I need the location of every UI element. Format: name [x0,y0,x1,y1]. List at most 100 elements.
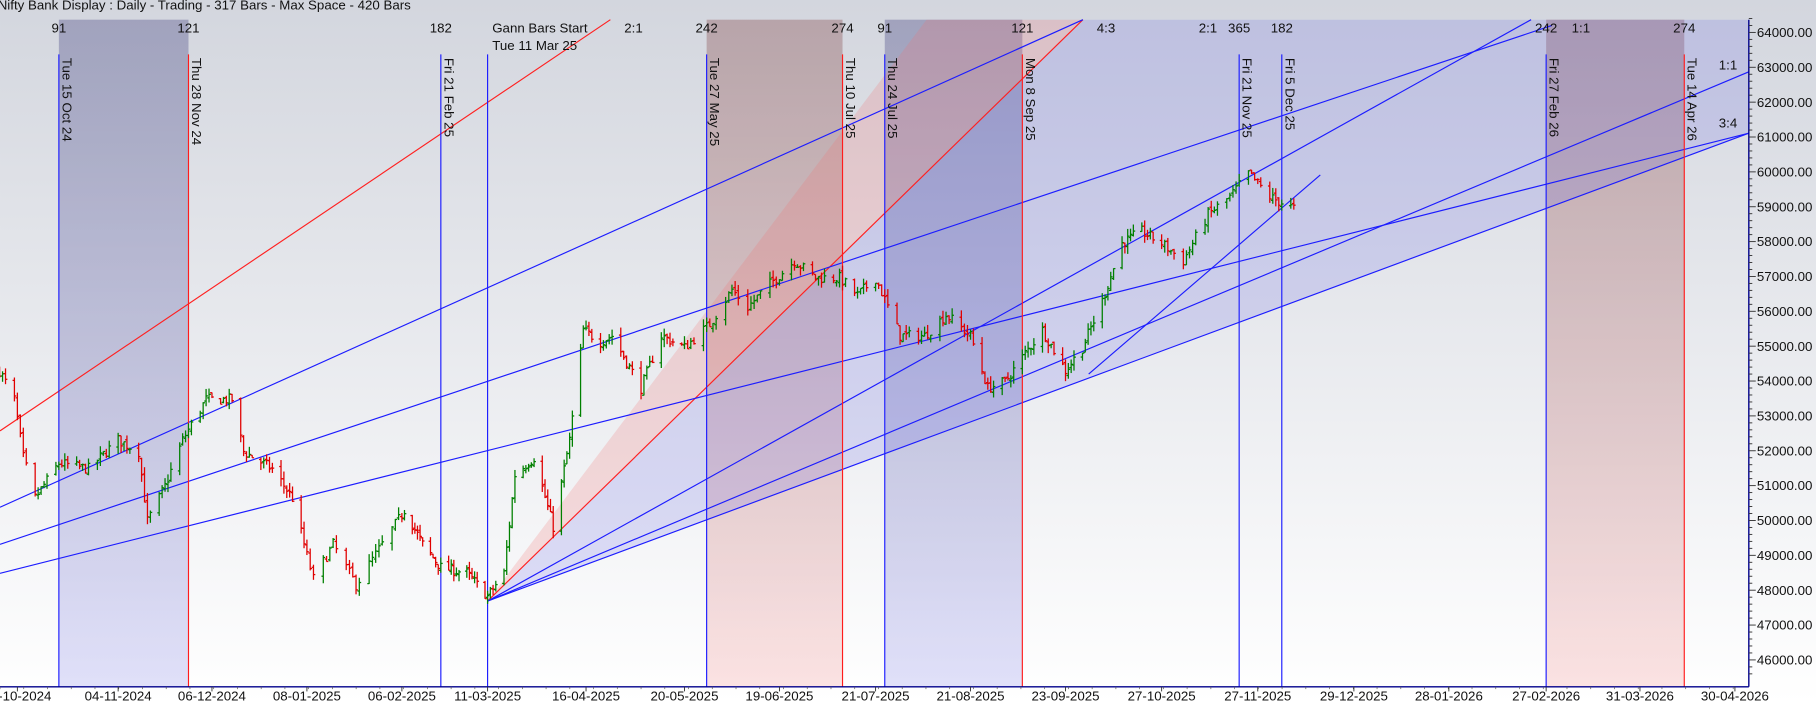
ohlc-bar [1106,286,1110,301]
ohlc-bar [33,462,38,497]
ohlc-bar [627,363,632,370]
ohlc-bar [1125,228,1130,254]
y-tick-label: 49000.00 [1757,548,1812,563]
ohlc-bar [1270,187,1275,204]
ohlc-bar [714,315,718,330]
ohlc-bar [792,260,797,271]
ohlc-bar [944,311,948,325]
ohlc-bar [685,339,690,350]
cycle-band-shade [58,19,189,687]
ohlc-bar [540,455,545,493]
ohlc-bar [822,268,827,283]
ohlc-bar [65,455,70,469]
ohlc-bar [843,277,848,288]
y-tick-label: 64000.00 [1757,25,1812,40]
ohlc-bar [420,537,425,547]
ohlc-bar [204,388,208,407]
ohlc-bar [1279,199,1284,211]
cycle-count-label: 274 [1673,20,1695,35]
gann-fan-line-3x4 [487,132,1750,602]
ohlc-bar [221,396,226,404]
ohlc-bar [433,556,438,568]
gann-fan-blue-zone [487,19,1749,602]
ohlc-bar [311,564,316,580]
ohlc-bar [142,467,147,503]
y-tick-label: 54000.00 [1757,374,1812,389]
ohlc-bar [1080,352,1085,361]
ohlc-bar [630,361,635,376]
ohlc-bar [919,330,924,345]
ohlc-bar [148,510,153,523]
y-tick-label: 47000.00 [1757,618,1812,633]
ohlc-bar [1165,237,1170,257]
ohlc-bar [1043,323,1048,343]
ohlc-bar [895,302,899,325]
ohlc-bar [467,561,472,580]
ohlc-bar [938,315,942,342]
fan-ratio-label: 4:3 [1097,20,1116,35]
ohlc-bar [1276,197,1281,212]
ohlc-bar [624,355,629,369]
cycle-marker-date: Mon 8 Sep 25 [1023,58,1038,141]
ohlc-bar [1203,218,1207,235]
ohlc-bar [816,275,821,286]
ohlc-bar [101,450,106,456]
ohlc-bar [1234,181,1238,194]
ohlc-bar [837,268,842,288]
ohlc-bar [513,469,517,503]
ohlc-bar [98,446,103,467]
ohlc-bar [160,485,164,499]
ohlc-bar [1089,321,1093,336]
ohlc-bar [1069,359,1074,374]
ohlc-bar [730,284,734,297]
ohlc-bar [639,361,643,400]
ohlc-bar [548,498,553,513]
ohlc-bar [377,539,381,558]
x-tick-label: 28-01-2026 [1415,689,1483,703]
ohlc-bar [436,563,441,575]
y-tick-label: 61000.00 [1757,130,1812,145]
ohlc-bar [331,538,335,549]
ohlc-bar [858,287,863,295]
cycle-marker-date: Tue 14 Apr 26 [1685,58,1700,141]
ohlc-bar [189,419,194,436]
cycle-marker-date: Thu 28 Nov 24 [189,58,204,145]
ohlc-bar [354,574,358,595]
ohlc-bar [1288,197,1293,209]
ohlc-bar [428,537,433,556]
ohlc-bar [470,567,474,580]
ohlc-bar [679,342,684,346]
ohlc-bar [415,525,420,540]
x-tick-label: 11-03-2025 [454,689,521,703]
cycle-marker-date: Fri 27 Feb 26 [1547,58,1562,137]
ohlc-bar [1184,250,1189,266]
ohlc-bar [1060,347,1065,366]
ohlc-bar [928,334,933,343]
ohlc-bar [980,337,984,375]
chart-title: Nifty Bank Display : Daily - Trading - 3… [0,0,411,12]
ohlc-bar [1209,200,1214,218]
ohlc-bar [431,553,435,559]
ohlc-bar [1049,343,1053,349]
ohlc-bar [1083,338,1088,353]
ohlc-bar [321,555,326,584]
ohlc-bar [390,526,394,551]
cycle-count-label: 274 [831,20,853,35]
ohlc-bar [589,328,594,343]
y-tick-label: 46000.00 [1757,653,1812,668]
ohlc-bar [1111,267,1116,280]
ohlc-bar [446,555,451,571]
ohlc-bar [290,486,295,503]
ohlc-bar [464,565,469,578]
ohlc-bar [780,270,785,282]
ohlc-bar [128,447,132,454]
ohlc-bar [507,521,512,552]
ohlc-bar [418,524,422,542]
ohlc-bar [305,539,309,556]
ohlc-bar [95,459,100,471]
ohlc-bar [941,310,945,327]
ohlc-bar [400,513,404,523]
ohlc-bar [610,329,614,345]
ohlc-bar [284,485,289,499]
